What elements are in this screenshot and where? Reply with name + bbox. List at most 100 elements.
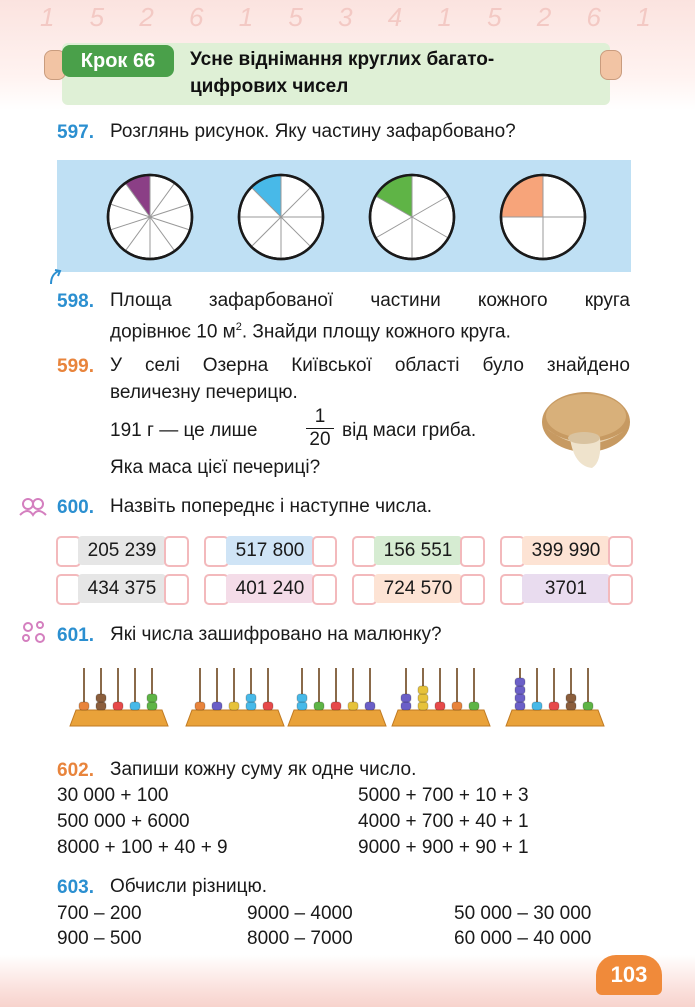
difference-expression: 60 000 – 40 000 bbox=[454, 928, 592, 949]
right-hand-icon bbox=[600, 50, 622, 80]
abacus-bead bbox=[565, 693, 577, 703]
abacus-bead bbox=[531, 701, 543, 711]
task-602-text: Запиши кожну суму як одне число. bbox=[110, 759, 417, 780]
abacus bbox=[505, 668, 605, 727]
pair-work-icon bbox=[19, 498, 47, 517]
link-arrow-icon bbox=[50, 269, 62, 285]
number-value: 517 800 bbox=[226, 536, 314, 565]
abacus-bead bbox=[417, 693, 429, 703]
number-item: 399 990 bbox=[500, 536, 633, 567]
task-603-text: Обчисли різницю. bbox=[110, 876, 268, 897]
next-number-box[interactable] bbox=[608, 574, 633, 605]
number-value: 724 570 bbox=[374, 574, 462, 603]
sum-expression: 9000 + 900 + 90 + 1 bbox=[358, 837, 529, 858]
task-603-column2: 9000 – 4000 8000 – 7000 bbox=[247, 901, 353, 951]
abacus-bead bbox=[245, 701, 257, 711]
abacus-bead bbox=[296, 701, 308, 711]
abacus-bead bbox=[313, 701, 325, 711]
previous-number-box[interactable] bbox=[352, 574, 377, 605]
difference-expression: 900 – 500 bbox=[57, 928, 142, 949]
abacus-bead bbox=[330, 701, 342, 711]
abacus-bead bbox=[146, 701, 158, 711]
fraction-circle bbox=[106, 173, 194, 261]
abacus bbox=[69, 668, 169, 727]
fraction: 1 20 bbox=[306, 406, 334, 451]
previous-number-box[interactable] bbox=[56, 574, 81, 605]
abacus-bead bbox=[514, 701, 526, 711]
abacus-bead bbox=[296, 693, 308, 703]
number-value: 205 239 bbox=[78, 536, 166, 565]
sum-expression: 500 000 + 6000 bbox=[57, 811, 190, 832]
abacus-bead bbox=[146, 693, 158, 703]
next-number-box[interactable] bbox=[608, 536, 633, 567]
task-599-number: 599. bbox=[57, 356, 94, 377]
number-value: 401 240 bbox=[226, 574, 314, 603]
task-599-line1: У селі Озерна Київської області було зна… bbox=[110, 355, 630, 376]
sum-expression: 8000 + 100 + 40 + 9 bbox=[57, 837, 228, 858]
number-item: 517 800 bbox=[204, 536, 337, 567]
task-603-column3: 50 000 – 30 000 60 000 – 40 000 bbox=[454, 901, 591, 951]
abacus-bead bbox=[364, 701, 376, 711]
task-601-text: Які числа зашифровано на малюнку? bbox=[110, 624, 442, 645]
lesson-title-line2: цифрових чисел bbox=[190, 76, 349, 97]
shaded-sector bbox=[125, 175, 150, 217]
task-598-line1: Площа зафарбованої частини кожного круга bbox=[110, 290, 630, 311]
abacus-bead bbox=[514, 677, 526, 687]
abacus-bead bbox=[548, 701, 560, 711]
number-item: 401 240 bbox=[204, 574, 337, 605]
shaded-sector bbox=[501, 175, 543, 217]
fraction-circle bbox=[237, 173, 325, 261]
number-value: 399 990 bbox=[522, 536, 610, 565]
task-599-line4: Яка маса цієї печериці? bbox=[110, 457, 321, 478]
task-602-left-column: 30 000 + 100 500 000 + 6000 8000 + 100 +… bbox=[57, 783, 228, 861]
step-badge: Крок 66 bbox=[62, 45, 174, 77]
abacus-bead bbox=[417, 701, 429, 711]
abacus-bead bbox=[582, 701, 594, 711]
abaci-illustration bbox=[69, 668, 605, 727]
task-600-number: 600. bbox=[57, 497, 94, 518]
number-value: 3701 bbox=[522, 574, 610, 603]
abacus-bead bbox=[112, 701, 124, 711]
difference-expression: 50 000 – 30 000 bbox=[454, 903, 592, 924]
abacus-bead bbox=[514, 693, 526, 703]
next-number-box[interactable] bbox=[460, 536, 485, 567]
abacus-bead bbox=[434, 701, 446, 711]
task-601-number: 601. bbox=[57, 625, 94, 646]
number-grid: 205 239 517 800 156 551 399 990 434 375 401 2… bbox=[56, 536, 636, 608]
task-597-text: Розглянь рисунок. Яку частину зафарбован… bbox=[110, 121, 516, 142]
fraction-circle bbox=[368, 173, 456, 261]
next-number-box[interactable] bbox=[460, 574, 485, 605]
next-number-box[interactable] bbox=[164, 574, 189, 605]
abacus-bead bbox=[95, 693, 107, 703]
abacus-bead bbox=[400, 693, 412, 703]
number-item: 3701 bbox=[500, 574, 633, 605]
next-number-box[interactable] bbox=[164, 536, 189, 567]
abacus bbox=[185, 668, 285, 727]
number-item: 434 375 bbox=[56, 574, 189, 605]
abacus-bead bbox=[400, 701, 412, 711]
shaded-sector bbox=[251, 175, 281, 217]
task-599-line3-pre: 191 г — це лише bbox=[110, 420, 258, 441]
task-598-superscript: 2 bbox=[235, 321, 242, 333]
page-number: 103 bbox=[596, 955, 662, 995]
abacus-bead bbox=[129, 701, 141, 711]
task-598-number: 598. bbox=[57, 291, 94, 312]
abacus-bead bbox=[451, 701, 463, 711]
sum-expression: 4000 + 700 + 40 + 1 bbox=[358, 811, 529, 832]
next-number-box[interactable] bbox=[312, 574, 337, 605]
number-item: 724 570 bbox=[352, 574, 485, 605]
fraction-circles bbox=[106, 173, 587, 261]
abacus-bead bbox=[347, 701, 359, 711]
next-number-box[interactable] bbox=[312, 536, 337, 567]
number-item: 156 551 bbox=[352, 536, 485, 567]
sum-expression: 30 000 + 100 bbox=[57, 785, 169, 806]
footer-band bbox=[0, 955, 695, 1007]
number-value: 156 551 bbox=[374, 536, 462, 565]
task-598-line2: дорівнює 10 м2. Знайди площу кожного кру… bbox=[110, 314, 511, 345]
mushroom-image bbox=[542, 392, 630, 468]
abacus-bead bbox=[417, 685, 429, 695]
number-value: 434 375 bbox=[78, 574, 166, 603]
previous-number-box[interactable] bbox=[500, 574, 525, 605]
task-602-number: 602. bbox=[57, 760, 94, 781]
abacus-bead bbox=[95, 701, 107, 711]
